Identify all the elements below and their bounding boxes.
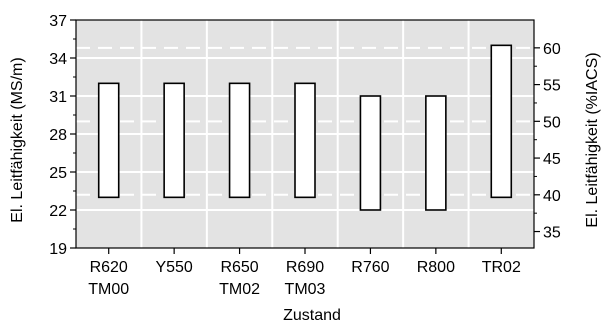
x-tick-label-line2: TM02 [219, 281, 260, 298]
y-axis-title-right: El. Leitfähigkeit (%IACS) [584, 52, 601, 227]
y2-tick-label: 55 [543, 78, 561, 95]
range-bar [163, 82, 185, 199]
x-tick-label: R800 [417, 259, 455, 276]
right-axis-ticks: 35 40 45 50 55 60 [534, 41, 561, 242]
y-axis-title-left: El. Leitfähigkeit (MS/m) [9, 57, 26, 222]
x-tick-label-line2: TM00 [88, 281, 129, 298]
y-tick-label: 22 [49, 203, 67, 220]
range-bar [425, 95, 447, 211]
range-bar [294, 82, 316, 199]
y-tick-label: 34 [49, 51, 67, 68]
y-tick-label: 25 [49, 165, 67, 182]
x-tick-label: R690 [286, 259, 324, 276]
y2-tick-label: 40 [543, 188, 561, 205]
range-bar [490, 44, 513, 199]
y-tick-label: 37 [49, 13, 67, 30]
x-tick-label-line2: TM03 [285, 281, 326, 298]
y2-tick-label: 35 [543, 225, 561, 242]
x-axis-ticks: R620 TM00 Y550 R650 TM02 R690 TM03 R760 R800 TR02 [88, 248, 521, 298]
x-tick-label: Y550 [155, 259, 192, 276]
y-tick-label: 28 [49, 127, 67, 144]
range-bar [359, 95, 382, 211]
x-tick-label: R760 [351, 259, 389, 276]
x-tick-label: R620 [90, 259, 128, 276]
range-bar [228, 82, 251, 199]
x-tick-label: TR02 [482, 259, 521, 276]
x-axis-title: Zustand [283, 307, 341, 324]
y-tick-label: 31 [49, 89, 67, 106]
y-tick-label: 19 [49, 241, 67, 258]
left-axis-ticks: 19 22 25 28 31 34 37 [49, 13, 76, 258]
y2-tick-label: 50 [543, 114, 561, 131]
range-bar [97, 82, 120, 199]
y2-tick-label: 60 [543, 41, 561, 58]
y2-tick-label: 45 [543, 151, 561, 168]
x-tick-label: R650 [220, 259, 258, 276]
range-bars [97, 44, 513, 211]
